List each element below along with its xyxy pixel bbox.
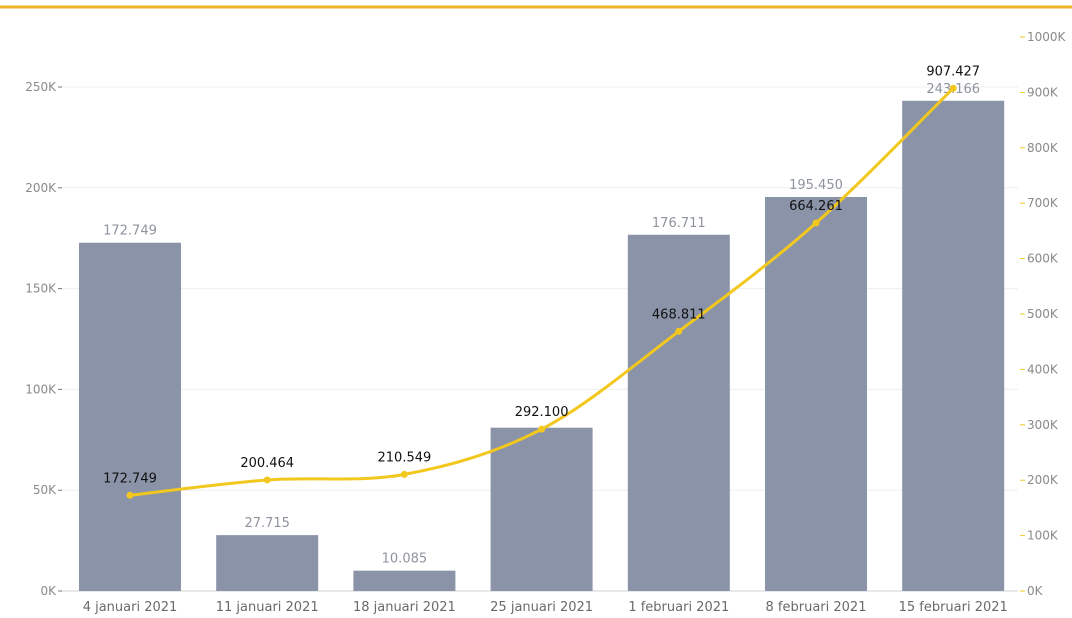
x-tick-label: 11 januari 2021 — [216, 600, 319, 615]
bar[interactable] — [79, 242, 181, 591]
line-value-label: 200.464 — [240, 456, 294, 471]
right-tick-label: 1000K — [1027, 30, 1067, 44]
line-point[interactable] — [538, 425, 546, 433]
left-tick-label: 50K — [33, 483, 57, 497]
line-point[interactable] — [263, 476, 271, 484]
right-tick-label: 0K — [1027, 584, 1044, 598]
line-value-label: 468.811 — [652, 307, 706, 322]
left-tick-label: 150K — [25, 282, 57, 296]
right-tick-label: 800K — [1027, 141, 1059, 155]
line-value-label: 907.427 — [926, 64, 980, 79]
right-tick-label: 200K — [1027, 473, 1059, 487]
right-tick-label: 300K — [1027, 418, 1059, 432]
bar[interactable] — [765, 196, 867, 592]
right-tick-label: 900K — [1027, 85, 1059, 99]
line-value-label: 664.261 — [789, 199, 843, 214]
line-point[interactable] — [400, 470, 408, 478]
right-tick-label: 600K — [1027, 252, 1059, 266]
line-point[interactable] — [812, 219, 820, 227]
line-value-label: 172.749 — [103, 471, 157, 486]
line-point[interactable] — [126, 491, 134, 499]
right-tick-label: 500K — [1027, 307, 1059, 321]
bar[interactable] — [490, 427, 593, 591]
line-series — [126, 84, 957, 499]
x-tick-label: 18 januari 2021 — [353, 600, 456, 615]
left-axis: 0K 50K 100K 150K 200K 250K — [25, 80, 62, 598]
x-tick-label: 15 februari 2021 — [899, 600, 1008, 615]
x-tick-label: 1 februari 2021 — [628, 600, 729, 615]
left-tick-label: 100K — [25, 382, 57, 396]
bar[interactable] — [353, 570, 456, 591]
line-labels: 172.749 200.464 210.549 292.100 468.811 664.2… — [103, 64, 980, 486]
bar[interactable] — [902, 100, 1005, 591]
right-tick-label: 400K — [1027, 362, 1059, 376]
x-axis: 4 januari 2021 11 januari 2021 18 januari … — [83, 600, 1008, 615]
line-value-label: 292.100 — [515, 405, 569, 420]
line-point[interactable] — [675, 327, 683, 335]
line-value-label: 210.549 — [378, 450, 432, 465]
x-tick-label: 4 januari 2021 — [83, 600, 178, 615]
left-tick-label: 200K — [25, 181, 57, 195]
bar[interactable] — [627, 234, 730, 592]
bar-value-label: 176.711 — [652, 216, 706, 231]
x-tick-label: 25 januari 2021 — [490, 600, 593, 615]
bars — [79, 100, 1005, 592]
bar-value-label: 27.715 — [244, 516, 290, 531]
bar[interactable] — [216, 535, 319, 591]
right-axis: 0K 100K 200K 300K 400K 500K 600K 700K 800K 900K 10… — [1020, 30, 1067, 598]
bar-value-label: 10.085 — [382, 552, 428, 567]
bar-value-label: 172.749 — [103, 224, 157, 239]
left-tick-label: 250K — [25, 80, 57, 94]
left-tick-label: 0K — [40, 584, 57, 598]
x-tick-label: 8 februari 2021 — [766, 600, 867, 615]
right-tick-label: 100K — [1027, 529, 1059, 543]
right-tick-label: 700K — [1027, 196, 1059, 210]
bar-value-label: 195.450 — [789, 178, 843, 193]
line-point[interactable] — [949, 84, 957, 92]
